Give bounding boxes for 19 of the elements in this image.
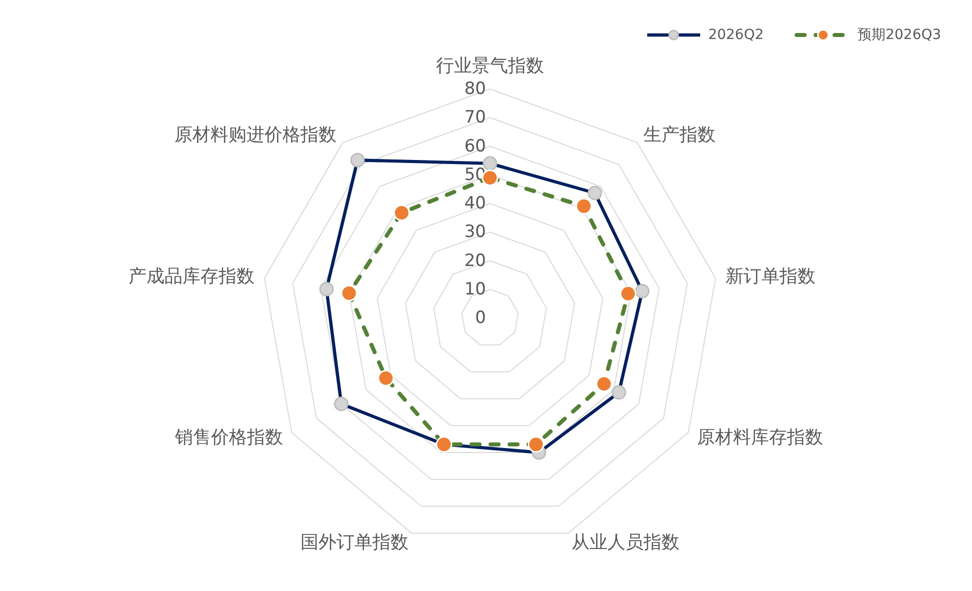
y-tick-label: 20 <box>464 250 486 271</box>
spoke-label: 新订单指数 <box>725 266 816 287</box>
y-tick-label: 80 <box>464 79 486 99</box>
spoke-label: 原材料库存指数 <box>696 427 823 448</box>
legend-label: 2026Q2 <box>708 27 764 43</box>
spoke-label: 销售价格指数 <box>174 427 284 448</box>
y-tick-label: 30 <box>464 222 486 242</box>
legend-label: 预期2026Q3 <box>858 27 942 43</box>
y-tick-label: 10 <box>464 279 486 300</box>
spoke-label: 从业人员指数 <box>572 532 680 554</box>
spoke-label: 行业景气指数 <box>436 56 544 76</box>
y-tick-label: 70 <box>464 108 486 128</box>
spoke-label: 产成品库存指数 <box>128 266 255 287</box>
spoke-label: 国外订单指数 <box>300 532 408 554</box>
y-tick-label: 40 <box>464 194 486 214</box>
y-tick-label: 0 <box>475 308 486 328</box>
y-tick-label: 60 <box>464 136 486 156</box>
spoke-label: 原材料购进价格指数 <box>174 124 336 146</box>
spoke-label: 生产指数 <box>644 124 716 146</box>
